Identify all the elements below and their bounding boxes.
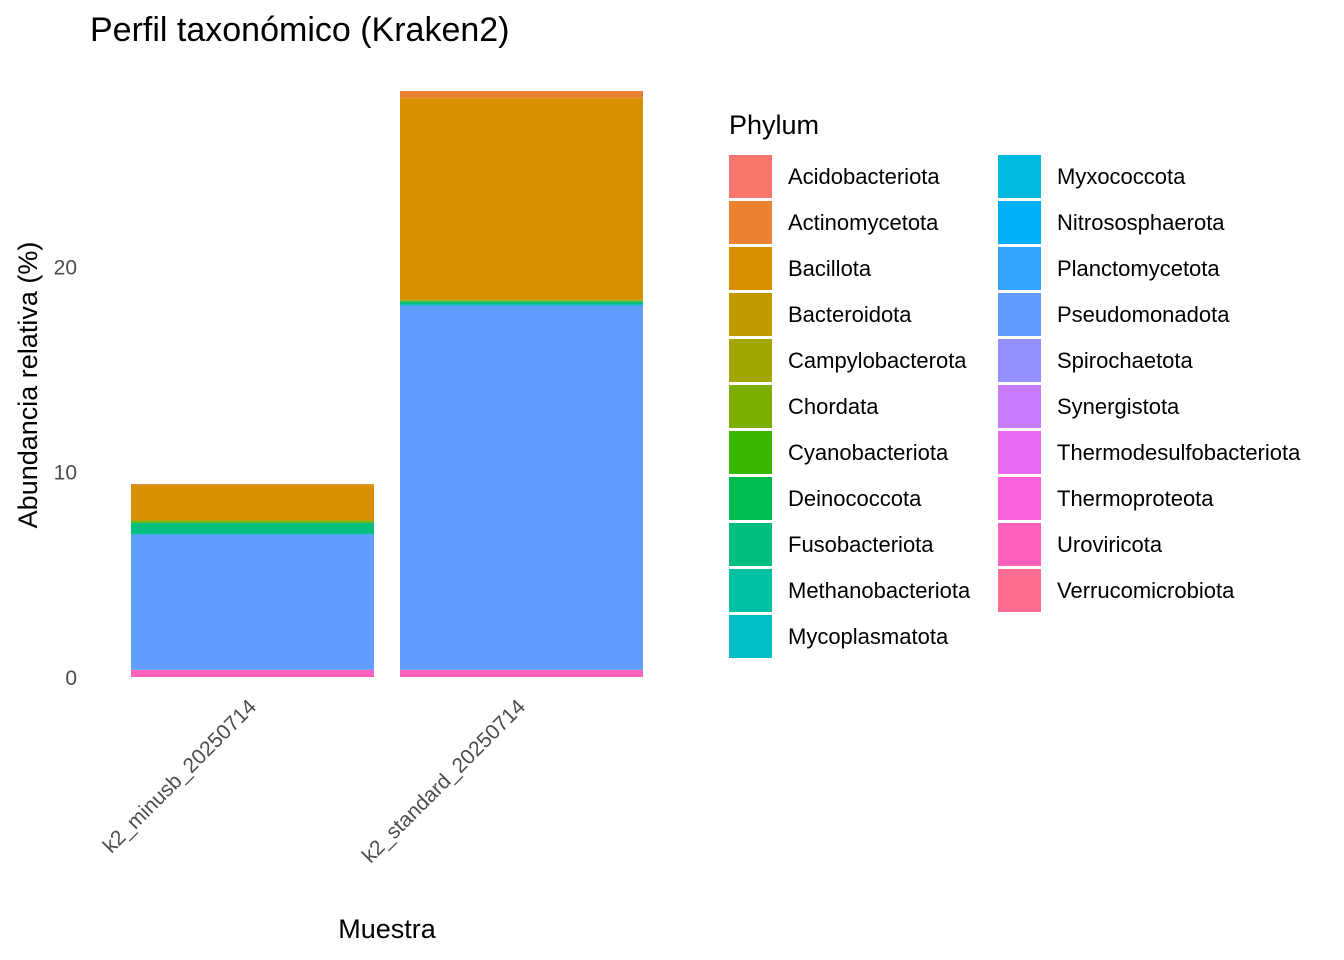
bar-segment: [131, 533, 374, 535]
legend-label: Cyanobacteriota: [788, 440, 949, 465]
bar-segment: [131, 519, 374, 521]
legend-label: Mycoplasmatota: [788, 624, 949, 649]
y-tick-label: 10: [54, 462, 77, 485]
legend-key: [729, 247, 772, 290]
bar-segment: [400, 305, 643, 670]
legend-item: Pseudomonadota: [998, 293, 1230, 336]
legend-label: Thermoproteota: [1057, 486, 1214, 511]
chart-title: Perfil taxonómico (Kraken2): [90, 11, 510, 49]
x-tick-label: k2_standard_20250714: [358, 695, 531, 868]
legend-label: Synergistota: [1057, 394, 1180, 419]
legend-item: Spirochaetota: [998, 339, 1194, 382]
legend-item: Actinomycetota: [729, 201, 939, 244]
legend-key: [729, 293, 772, 336]
legend-item: Deinococcota: [729, 477, 922, 520]
legend-label: Nitrososphaerota: [1057, 210, 1225, 235]
legend-label: Uroviricota: [1057, 532, 1163, 557]
legend-key: [729, 477, 772, 520]
bar-segment: [131, 669, 374, 677]
legend-key: [998, 477, 1041, 520]
bar-segment: [400, 90, 643, 99]
legend-label: Actinomycetota: [788, 210, 939, 235]
legend-label: Bacteroidota: [788, 302, 912, 327]
legend-label: Thermodesulfobacteriota: [1057, 440, 1301, 465]
legend-label: Campylobacterota: [788, 348, 967, 373]
x-axis-title: Muestra: [338, 914, 437, 944]
legend-key: [729, 431, 772, 474]
legend-item: Thermodesulfobacteriota: [998, 431, 1301, 474]
legend-item: Synergistota: [998, 385, 1180, 428]
legend-item: Nitrososphaerota: [998, 201, 1225, 244]
legend-label: Deinococcota: [788, 486, 922, 511]
legend-label: Chordata: [788, 394, 879, 419]
legend-key: [998, 385, 1041, 428]
legend-title: Phylum: [729, 110, 819, 140]
bar-segment: [131, 520, 374, 523]
legend-item: Planctomycetota: [998, 247, 1220, 290]
legend-key: [998, 155, 1041, 198]
bar-segment: [400, 98, 643, 300]
x-tick-label: k2_minusb_20250714: [99, 695, 262, 858]
legend-key: [729, 385, 772, 428]
bar-stack: [400, 90, 643, 677]
legend-label: Spirochaetota: [1057, 348, 1194, 373]
legend-item: Campylobacterota: [729, 339, 967, 382]
legend-label: Fusobacteriota: [788, 532, 934, 557]
legend-label: Acidobacteriota: [788, 164, 940, 189]
y-axis-title: Abundancia relativa (%): [13, 242, 43, 529]
legend-key: [998, 293, 1041, 336]
legend-key: [729, 339, 772, 382]
legend-item: Fusobacteriota: [729, 523, 934, 566]
y-tick-label: 20: [54, 256, 77, 279]
bar-segment: [131, 522, 374, 534]
legend-key: [998, 339, 1041, 382]
legend-key: [729, 523, 772, 566]
legend-key: [729, 155, 772, 198]
bar-segment: [131, 484, 374, 486]
legend-item: Cyanobacteriota: [729, 431, 949, 474]
legend-item: Bacteroidota: [729, 293, 912, 336]
legend-item: Methanobacteriota: [729, 569, 971, 612]
legend-item: Thermoproteota: [998, 477, 1214, 520]
y-axis-ticks: 0 10 20: [54, 256, 77, 690]
legend-key: [729, 201, 772, 244]
bar-segment: [400, 300, 643, 302]
legend-item: Uroviricota: [998, 523, 1163, 566]
x-axis-ticks: k2_minusb_20250714 k2_standard_20250714: [99, 695, 531, 868]
bar-segment: [400, 669, 643, 677]
bar-segment: [400, 299, 643, 301]
legend-item: Myxococcota: [998, 155, 1186, 198]
legend-item: Mycoplasmatota: [729, 615, 949, 658]
bar-segment: [131, 485, 374, 520]
bar-stacks: [131, 90, 643, 677]
legend-item: Chordata: [729, 385, 879, 428]
bar-segment: [131, 534, 374, 670]
legend-label: Myxococcota: [1057, 164, 1186, 189]
legend-label: Planctomycetota: [1057, 256, 1220, 281]
legend-key: [998, 247, 1041, 290]
legend-key: [998, 201, 1041, 244]
legend: Phylum Acidobacteriota Actinomycetota Baci…: [729, 110, 1301, 658]
legend-key: [998, 431, 1041, 474]
legend-item: Verrucomicrobiota: [998, 569, 1235, 612]
bar-segment: [400, 304, 643, 306]
legend-key: [998, 523, 1041, 566]
legend-key: [729, 569, 772, 612]
legend-label: Pseudomonadota: [1057, 302, 1230, 327]
y-tick-label: 0: [65, 667, 77, 690]
legend-item: Acidobacteriota: [729, 155, 940, 198]
legend-item: Bacillota: [729, 247, 872, 290]
bar-stack: [131, 484, 374, 677]
legend-key: [729, 615, 772, 658]
legend-label: Methanobacteriota: [788, 578, 971, 603]
legend-label: Verrucomicrobiota: [1057, 578, 1235, 603]
legend-items: Acidobacteriota Actinomycetota Bacillota Ba…: [729, 155, 1301, 658]
legend-label: Bacillota: [788, 256, 872, 281]
legend-key: [998, 569, 1041, 612]
bar-segment: [400, 301, 643, 305]
